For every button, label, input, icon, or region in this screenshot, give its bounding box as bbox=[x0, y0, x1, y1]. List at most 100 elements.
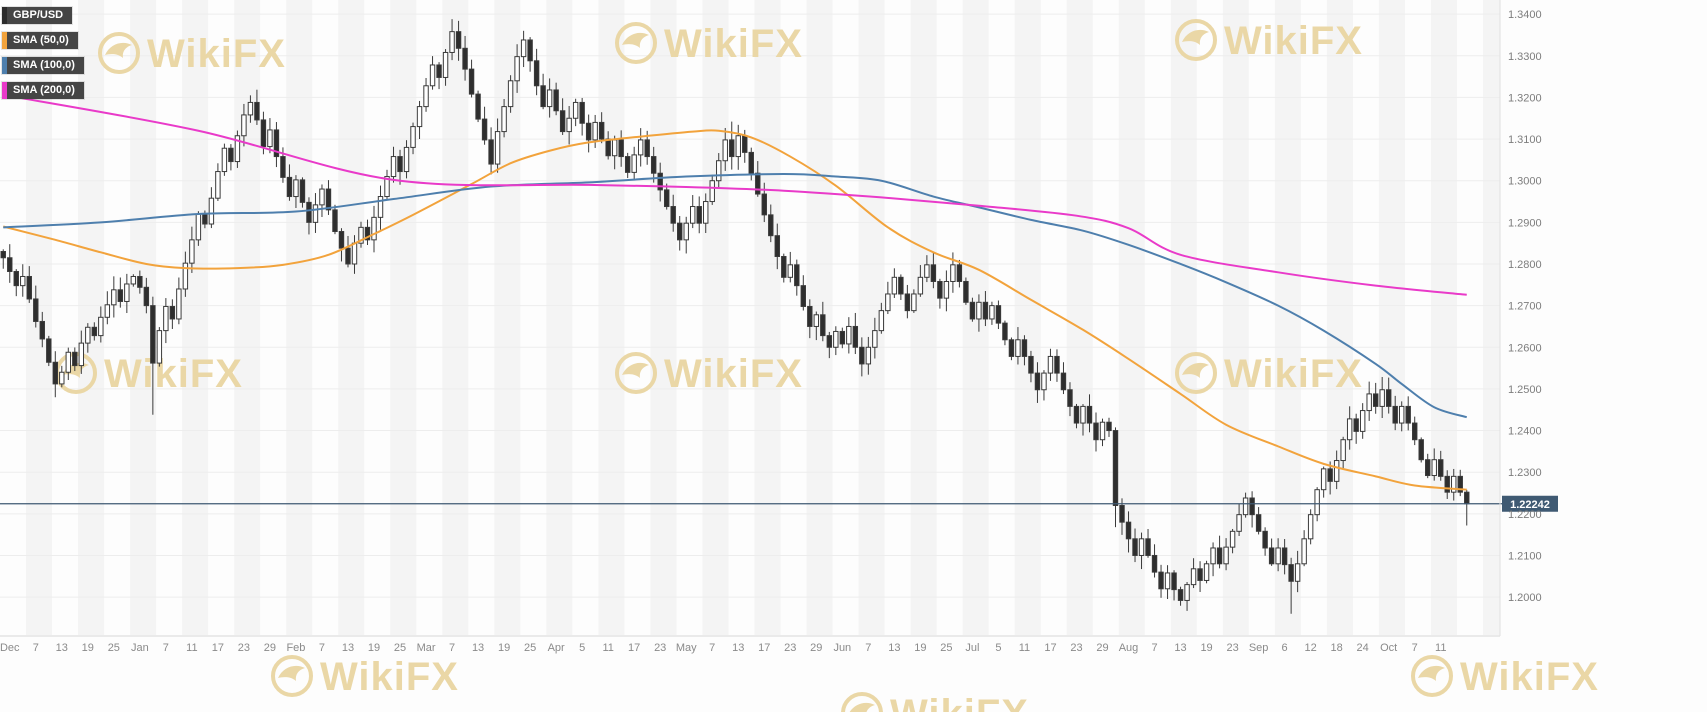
y-tick-label: 1.3400 bbox=[1508, 9, 1542, 21]
x-tick-label: 7 bbox=[449, 642, 455, 654]
x-tick-label: 13 bbox=[888, 642, 900, 654]
wikifx-eagle-icon bbox=[622, 362, 649, 378]
x-tick-label: Apr bbox=[548, 642, 565, 654]
wikifx-watermark-text: WikiFX bbox=[1224, 352, 1363, 396]
wikifx-watermark-text: WikiFX bbox=[664, 352, 803, 396]
wikifx-watermark: WikiFX bbox=[615, 22, 803, 66]
candlestick-series bbox=[0, 19, 1470, 614]
sma50-label: SMA (50,0) bbox=[13, 34, 69, 46]
current-price-badge bbox=[1502, 495, 1558, 512]
y-tick-label: 1.2000 bbox=[1508, 592, 1542, 604]
sma200-color-strip bbox=[2, 82, 7, 99]
x-tick-label: 25 bbox=[108, 642, 120, 654]
x-tick-label: May bbox=[676, 642, 697, 654]
x-tick-label: Feb bbox=[286, 642, 305, 654]
wikifx-watermark-text: WikiFX bbox=[104, 352, 243, 396]
x-tick-label: 13 bbox=[732, 642, 744, 654]
sma-line-200 bbox=[3, 93, 1467, 296]
x-tick-label: 19 bbox=[82, 642, 94, 654]
wikifx-eagle-icon bbox=[98, 32, 140, 74]
x-tick-label: 13 bbox=[342, 642, 354, 654]
x-tick-label: 23 bbox=[784, 642, 796, 654]
x-tick-label: 7 bbox=[709, 642, 715, 654]
x-tick-label: 19 bbox=[498, 642, 510, 654]
x-tick-label: 23 bbox=[238, 642, 250, 654]
x-tick-label: 19 bbox=[1200, 642, 1212, 654]
x-tick-label: 7 bbox=[163, 642, 169, 654]
wikifx-eagle-icon bbox=[841, 692, 883, 712]
sma-line-100 bbox=[3, 173, 1468, 419]
y-tick-label: 1.3000 bbox=[1508, 176, 1542, 188]
current-price-value: 1.22242 bbox=[1510, 499, 1550, 511]
y-tick-label: 1.2600 bbox=[1508, 342, 1542, 354]
wikifx-watermark: WikiFX bbox=[1175, 19, 1363, 63]
wikifx-watermark: WikiFX bbox=[841, 692, 1029, 712]
wikifx-eagle-icon bbox=[1418, 665, 1445, 681]
x-axis-labels[interactable]: Dec 7 13 19 25 Jan 7 11 17 23 29 Feb 7 13 19 25 Mar 7 13 19… bbox=[0, 642, 1446, 654]
chart-legend: GBP/USD SMA (50,0) SMA (100,0) SMA (200,… bbox=[2, 7, 84, 99]
wikifx-eagle-icon bbox=[271, 655, 313, 697]
x-tick-label: Jan bbox=[131, 642, 149, 654]
x-tick-label: 5 bbox=[579, 642, 585, 654]
x-tick-label: Mar bbox=[417, 642, 436, 654]
sma100-badge[interactable]: SMA (100,0) bbox=[2, 57, 84, 74]
x-tick-label: 13 bbox=[472, 642, 484, 654]
x-tick-label: 13 bbox=[1174, 642, 1186, 654]
wikifx-watermark: WikiFX bbox=[271, 655, 459, 699]
wikifx-watermark-text: WikiFX bbox=[1460, 655, 1599, 699]
x-tick-label: 17 bbox=[628, 642, 640, 654]
sma-line-50 bbox=[3, 129, 1467, 491]
x-tick-label: 25 bbox=[394, 642, 406, 654]
sma100-label: SMA (100,0) bbox=[13, 59, 75, 71]
x-tick-label: 6 bbox=[1282, 642, 1288, 654]
wikifx-eagle-icon bbox=[278, 665, 305, 681]
background-bands bbox=[26, 0, 1500, 635]
wikifx-watermark-text: WikiFX bbox=[664, 22, 803, 66]
x-tick-label: 7 bbox=[319, 642, 325, 654]
x-tick-label: 17 bbox=[1044, 642, 1056, 654]
y-tick-label: 1.2100 bbox=[1508, 550, 1542, 562]
x-tick-label: Jul bbox=[965, 642, 979, 654]
wikifx-watermark-text: WikiFX bbox=[147, 32, 286, 76]
x-tick-label: 13 bbox=[56, 642, 68, 654]
x-tick-label: 18 bbox=[1331, 642, 1343, 654]
wikifx-watermark: WikiFX bbox=[98, 32, 286, 76]
y-tick-label: 1.2900 bbox=[1508, 217, 1542, 229]
symbol-color-strip bbox=[2, 7, 7, 24]
x-tick-label: Jun bbox=[833, 642, 851, 654]
x-tick-label: 11 bbox=[1019, 642, 1030, 654]
wikifx-eagle-icon bbox=[622, 32, 649, 48]
wikifx-watermark-text: WikiFX bbox=[890, 692, 1029, 712]
x-tick-label: 17 bbox=[212, 642, 224, 654]
symbol-badge[interactable]: GBP/USD bbox=[2, 7, 73, 24]
y-axis-labels[interactable]: 1.3400 1.3300 1.3200 1.3100 1.3000 1.2900 1.28… bbox=[1508, 9, 1542, 604]
y-tick-label: 1.3200 bbox=[1508, 92, 1542, 104]
sma50-badge[interactable]: SMA (50,0) bbox=[2, 32, 78, 49]
wikifx-eagle-icon bbox=[1175, 19, 1217, 61]
y-tick-label: 1.3300 bbox=[1508, 51, 1542, 63]
wikifx-watermark-text: WikiFX bbox=[1224, 19, 1363, 63]
wikifx-watermark: WikiFX bbox=[1411, 655, 1599, 699]
x-tick-label: 5 bbox=[995, 642, 1001, 654]
symbol-label: GBP/USD bbox=[13, 9, 64, 21]
wikifx-watermark: WikiFX bbox=[615, 352, 803, 396]
wikifx-eagle-icon bbox=[615, 22, 657, 64]
wikifx-eagle-icon bbox=[105, 42, 132, 58]
sma200-badge[interactable]: SMA (200,0) bbox=[2, 82, 84, 99]
wikifx-watermark: WikiFX bbox=[1175, 352, 1363, 396]
x-tick-label: 19 bbox=[914, 642, 926, 654]
wikifx-watermark-text: WikiFX bbox=[320, 655, 459, 699]
x-tick-label: 12 bbox=[1305, 642, 1317, 654]
wikifx-eagle-icon bbox=[1411, 655, 1453, 697]
x-tick-label: 7 bbox=[1151, 642, 1157, 654]
wikifx-eagle-icon bbox=[1182, 29, 1209, 45]
x-tick-label: 7 bbox=[865, 642, 871, 654]
y-tick-label: 1.2500 bbox=[1508, 384, 1542, 396]
y-tick-label: 1.2400 bbox=[1508, 426, 1542, 438]
y-tick-label: 1.3100 bbox=[1508, 134, 1542, 146]
x-tick-label: 29 bbox=[810, 642, 822, 654]
x-tick-label: 11 bbox=[186, 642, 197, 654]
x-tick-label: Sep bbox=[1249, 642, 1269, 654]
